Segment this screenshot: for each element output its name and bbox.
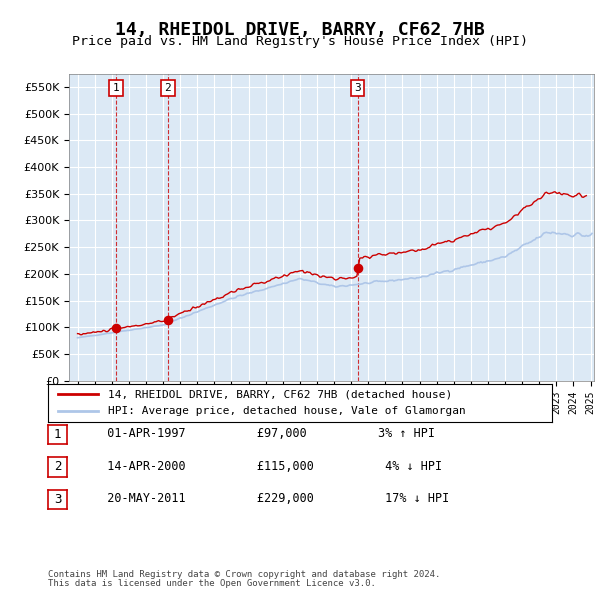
Text: This data is licensed under the Open Government Licence v3.0.: This data is licensed under the Open Gov… <box>48 579 376 588</box>
Text: 3: 3 <box>54 493 61 506</box>
Text: 2: 2 <box>54 460 61 474</box>
Text: 14-APR-2000          £115,000          4% ↓ HPI: 14-APR-2000 £115,000 4% ↓ HPI <box>93 460 442 473</box>
Point <box>163 315 173 324</box>
Text: 14, RHEIDOL DRIVE, BARRY, CF62 7HB (detached house): 14, RHEIDOL DRIVE, BARRY, CF62 7HB (deta… <box>109 389 453 399</box>
Point <box>111 323 121 333</box>
Text: 14, RHEIDOL DRIVE, BARRY, CF62 7HB: 14, RHEIDOL DRIVE, BARRY, CF62 7HB <box>115 21 485 39</box>
Text: Price paid vs. HM Land Registry's House Price Index (HPI): Price paid vs. HM Land Registry's House … <box>72 35 528 48</box>
Text: 3: 3 <box>354 83 361 93</box>
Text: 2: 2 <box>164 83 171 93</box>
Point <box>353 263 362 273</box>
Text: Contains HM Land Registry data © Crown copyright and database right 2024.: Contains HM Land Registry data © Crown c… <box>48 571 440 579</box>
Text: 01-APR-1997          £97,000          3% ↑ HPI: 01-APR-1997 £97,000 3% ↑ HPI <box>93 427 435 440</box>
Text: HPI: Average price, detached house, Vale of Glamorgan: HPI: Average price, detached house, Vale… <box>109 406 466 416</box>
Text: 1: 1 <box>54 428 61 441</box>
Text: 1: 1 <box>113 83 119 93</box>
Text: 20-MAY-2011          £229,000          17% ↓ HPI: 20-MAY-2011 £229,000 17% ↓ HPI <box>93 492 449 505</box>
